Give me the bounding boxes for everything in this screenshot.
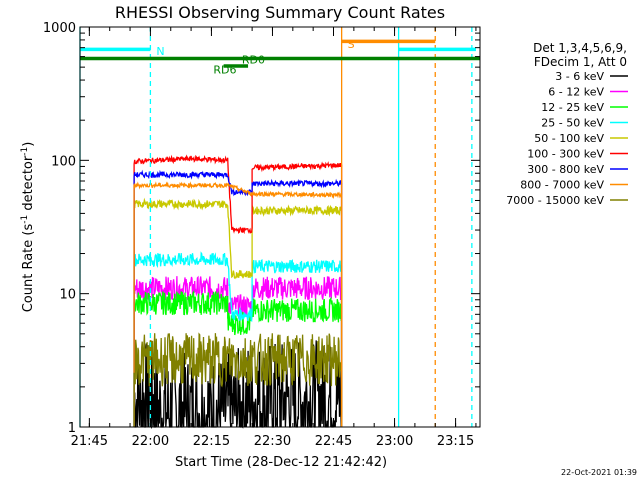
- y-tick-label-1: 1: [68, 421, 76, 436]
- y-axis-label-base: Count Rate (s: [21, 224, 36, 313]
- legend-label-300-800-kev: 300 - 800 keV: [527, 163, 604, 176]
- y-axis-label-end: ): [21, 142, 36, 147]
- series-300-800-kev: [133, 169, 343, 427]
- legend-label-12-25-kev: 12 - 25 keV: [541, 101, 604, 114]
- footer-date: 22-Oct-2021 01:39: [561, 468, 637, 477]
- y-axis-label-sup1: -1: [20, 215, 30, 224]
- x-ticks: 21:45 22:00 22:15 22:30 22:45 23:00 23:15: [71, 27, 477, 449]
- y-axis-label-mid: detector: [21, 155, 36, 215]
- legend-label-3-6-kev: 3 - 6 keV: [555, 70, 604, 83]
- x-tick-label-22-15: 22:15: [193, 434, 230, 449]
- flag-label-n: N: [156, 45, 164, 58]
- series-6-12-kev: [133, 275, 343, 427]
- series-25-50-kev: [133, 251, 343, 427]
- legend-label-25-50-kev: 25 - 50 keV: [541, 117, 604, 130]
- legend-label-6-12-kev: 6 - 12 keV: [548, 86, 604, 99]
- x-tick-label-22-45: 22:45: [315, 434, 352, 449]
- y-axis-label-sup2: -1: [20, 147, 30, 156]
- legend-header-1: Det 1,3,4,5,6,9,: [533, 41, 627, 55]
- y-tick-label-10: 10: [59, 288, 76, 303]
- legend-label-7000-15000-kev: 7000 - 15000 keV: [506, 194, 604, 207]
- legend-label-100-300-kev: 100 - 300 keV: [527, 148, 604, 161]
- y-axis-label: Count Rate (s-1 detector-1): [20, 142, 36, 313]
- x-tick-label-22-30: 22:30: [254, 434, 291, 449]
- legend-label-800-7000-kev: 800 - 7000 keV: [520, 179, 604, 192]
- x-tick-label-21-45: 21:45: [71, 434, 108, 449]
- series-7000-15000-kev: [133, 332, 343, 427]
- y-tick-label-100: 100: [51, 154, 76, 169]
- legend-label-50-100-kev: 50 - 100 keV: [534, 132, 604, 145]
- series-50-100-kev: [133, 197, 343, 427]
- plot-area-frame: [79, 26, 481, 428]
- x-axis-label: Start Time (28-Dec-12 21:42:42): [175, 455, 387, 470]
- x-tick-label-23-15: 23:15: [437, 434, 474, 449]
- markers-group: N S RD0 RD6: [79, 27, 480, 427]
- chart-title: RHESSI Observing Summary Count Rates: [115, 3, 445, 22]
- x-tick-label-23-00: 23:00: [376, 434, 413, 449]
- flag-label-rd0: RD0: [242, 54, 265, 67]
- series-3-6-kev: [133, 340, 343, 430]
- legend: Det 1,3,4,5,6,9, FDecim 1, Att 0 3 - 6 k…: [506, 41, 628, 207]
- series-12-25-kev: [133, 289, 343, 427]
- traces-group: [133, 154, 343, 430]
- y-tick-label-1000: 1000: [43, 21, 76, 36]
- flag-label-s: S: [348, 38, 355, 51]
- y-ticks: 1 10 100 1000: [43, 21, 480, 436]
- flag-label-rd6: RD6: [213, 63, 236, 76]
- series-800-7000-kev: [133, 181, 343, 427]
- legend-header-2: FDecim 1, Att 0: [534, 55, 627, 69]
- series-100-300-kev: [133, 154, 343, 427]
- x-tick-label-22-00: 22:00: [132, 434, 169, 449]
